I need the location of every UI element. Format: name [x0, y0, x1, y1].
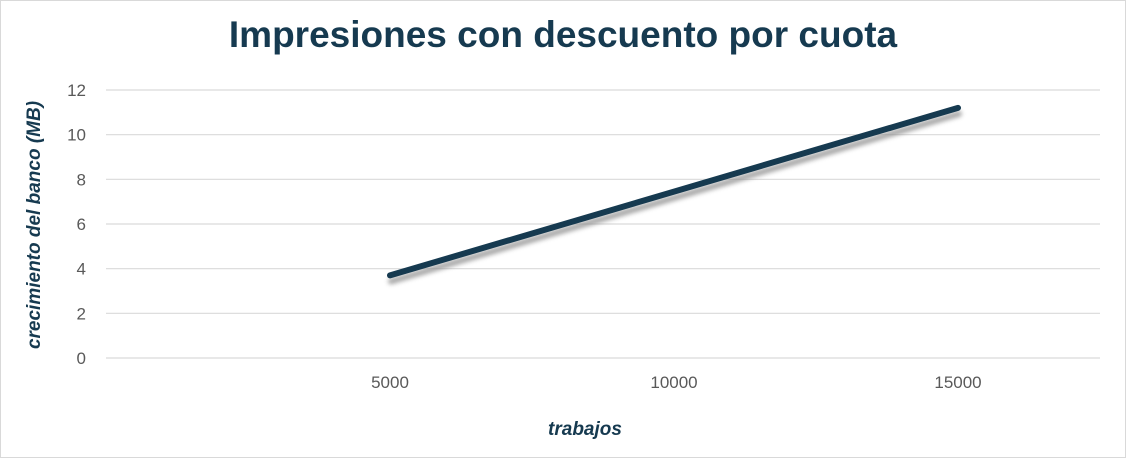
x-tick-label: 5000 — [371, 373, 409, 392]
series-line-shadow — [388, 110, 962, 285]
series-line — [387, 104, 961, 279]
y-tick-label: 2 — [77, 304, 86, 323]
x-tick-label: 15000 — [934, 373, 981, 392]
y-tick-label: 12 — [67, 81, 86, 100]
grid-lines — [106, 89, 1100, 359]
y-tick-label: 8 — [77, 170, 86, 189]
x-axis-title: trabajos — [548, 419, 622, 440]
y-tick-label: 4 — [77, 260, 86, 279]
chart-title: Impresiones con descuento por cuota — [228, 14, 898, 55]
y-tick-label: 0 — [77, 349, 86, 368]
y-tick-label: 6 — [77, 215, 86, 234]
y-tick-label: 10 — [67, 126, 86, 145]
y-tick-labels: 0 2 4 6 8 10 12 — [67, 81, 86, 368]
x-tick-label: 10000 — [650, 373, 697, 392]
x-tick-labels: 5000 10000 15000 — [371, 373, 982, 392]
series-layer — [387, 104, 962, 285]
y-axis-title: crecimiento del banco (MB) — [24, 101, 45, 349]
